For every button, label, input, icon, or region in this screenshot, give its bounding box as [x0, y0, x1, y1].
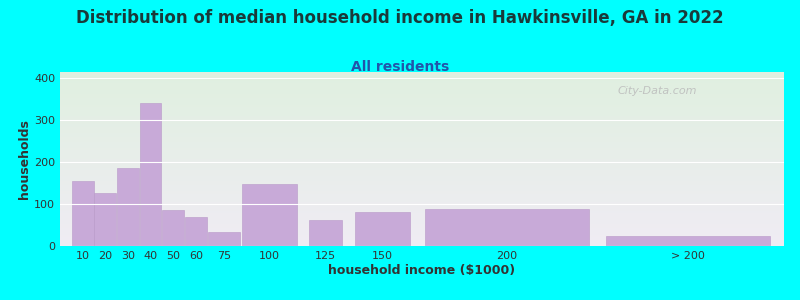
Bar	[310, 220, 342, 246]
Bar	[207, 232, 241, 246]
Bar	[72, 181, 94, 246]
Bar	[425, 209, 589, 246]
Bar	[242, 184, 297, 246]
Text: Distribution of median household income in Hawkinsville, GA in 2022: Distribution of median household income …	[76, 9, 724, 27]
Bar	[162, 210, 184, 246]
Bar	[117, 168, 139, 246]
Bar	[139, 103, 162, 246]
Bar	[355, 212, 410, 246]
Bar	[185, 217, 206, 246]
Bar	[606, 236, 770, 246]
Text: All residents: All residents	[351, 60, 449, 74]
Y-axis label: households: households	[18, 119, 31, 199]
Bar	[94, 193, 116, 246]
Text: City-Data.com: City-Data.com	[618, 86, 697, 96]
X-axis label: household income ($1000): household income ($1000)	[329, 264, 515, 277]
